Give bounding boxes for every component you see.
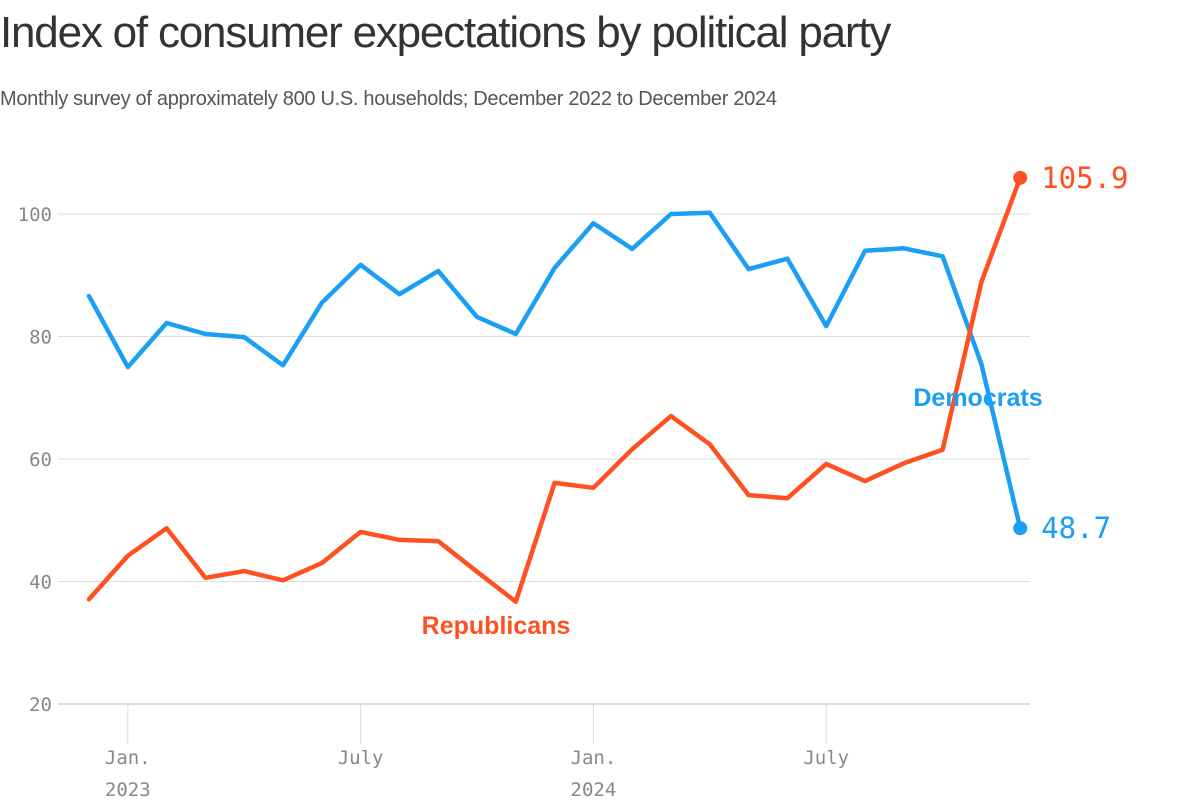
x-tick-label: July xyxy=(803,747,849,769)
x-tick-year-label: 2024 xyxy=(571,779,617,801)
chart-title: Index of consumer expectations by politi… xyxy=(0,8,891,57)
series-lines xyxy=(86,170,1028,604)
y-tick-label: 20 xyxy=(29,694,52,716)
x-tick-label: Jan. xyxy=(571,747,617,769)
y-tick-label: 100 xyxy=(18,204,52,226)
gridlines xyxy=(58,213,1030,705)
x-tick-year-label: 2023 xyxy=(105,779,151,801)
republicans-series-label: Republicans xyxy=(422,612,571,640)
y-tick-label: 60 xyxy=(29,449,52,471)
chart-subtitle: Monthly survey of approximately 800 U.S.… xyxy=(0,88,777,110)
y-tick-label: 40 xyxy=(29,572,52,594)
series-labels: 48.7 105.9 Democrats Republicans xyxy=(422,161,1129,640)
x-tick-label: Jan. xyxy=(105,747,151,769)
x-tick-label: July xyxy=(338,747,384,769)
democrats-end-marker xyxy=(1013,521,1028,536)
democrats-end-value-label: 48.7 xyxy=(1041,511,1111,545)
republicans-line xyxy=(86,175,1023,604)
republicans-end-value-label: 105.9 xyxy=(1041,161,1128,195)
democrats-line xyxy=(86,210,1023,531)
y-axis: 20 40 60 80 100 xyxy=(18,204,52,716)
x-axis: Jan. 2023 July Jan. 2024 July xyxy=(105,704,849,801)
democrats-series-label: Democrats xyxy=(913,384,1042,412)
y-tick-label: 80 xyxy=(29,327,52,349)
republicans-end-marker xyxy=(1013,170,1028,185)
